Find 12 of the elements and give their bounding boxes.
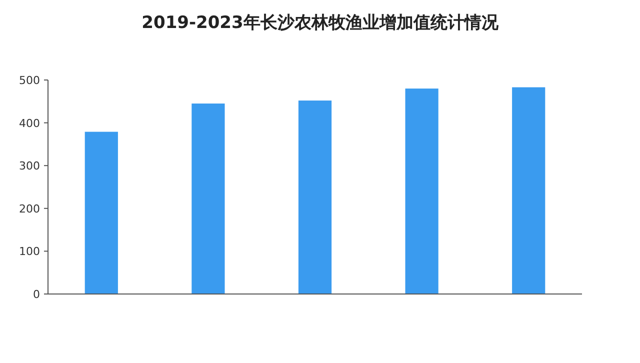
bar bbox=[192, 104, 225, 294]
y-tick-label: 300 bbox=[19, 160, 40, 173]
bar bbox=[512, 87, 546, 294]
y-tick-label: 400 bbox=[19, 116, 40, 130]
chart-title: 2019-2023年长沙农林牧渔业增加值统计情况 bbox=[142, 13, 500, 33]
y-tick-label: 500 bbox=[19, 74, 40, 87]
y-tick-label: 200 bbox=[19, 202, 40, 216]
bar bbox=[298, 100, 332, 294]
bar bbox=[405, 88, 438, 294]
y-tick-label: 0 bbox=[33, 288, 40, 301]
bar bbox=[84, 132, 118, 294]
y-tick-label: 100 bbox=[19, 245, 40, 258]
